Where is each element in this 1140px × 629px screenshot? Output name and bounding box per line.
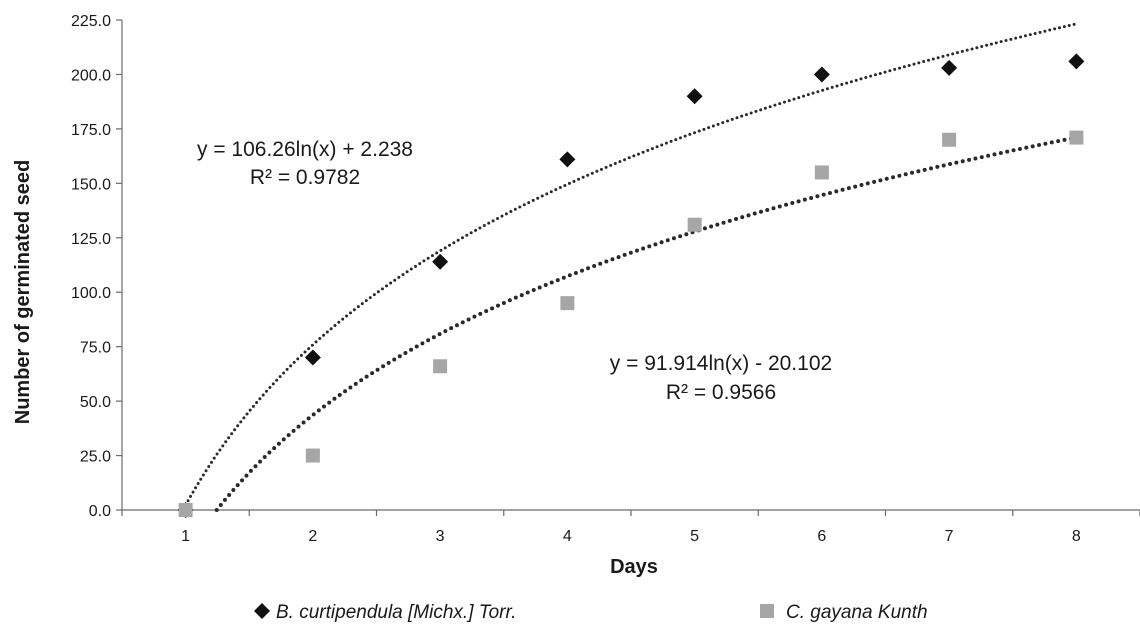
data-point-diamond xyxy=(813,66,830,83)
data-point-square xyxy=(560,296,575,311)
trendline-equation-2: y = 91.914ln(x) - 20.102 xyxy=(610,352,832,375)
trendline-2 xyxy=(214,135,1079,512)
y-tick-label: 175.0 xyxy=(71,122,111,139)
trendline-equation-1: y = 106.26ln(x) + 2.238 xyxy=(197,138,413,161)
y-tick-label: 50.0 xyxy=(80,394,111,411)
legend-item-1: B. curtipendula [Michx.] Torr. xyxy=(254,602,516,623)
data-point-square xyxy=(433,359,448,374)
data-point-diamond xyxy=(559,151,576,168)
y-tick-label: 0.0 xyxy=(89,503,111,520)
data-point-square xyxy=(687,217,702,232)
x-tick-label: 6 xyxy=(817,528,826,545)
legend-label-2: C. gayana Kunth xyxy=(786,602,928,623)
data-point-square xyxy=(942,132,957,147)
y-tick-label: 125.0 xyxy=(71,231,111,248)
legend-diamond-marker xyxy=(254,603,270,619)
x-tick-label: 8 xyxy=(1072,528,1081,545)
y-tick-label: 75.0 xyxy=(80,340,111,357)
data-point-square xyxy=(1069,130,1084,145)
data-point-diamond xyxy=(941,59,958,76)
x-tick-label: 5 xyxy=(690,528,699,545)
x-tick-label: 3 xyxy=(436,528,445,545)
x-tick-label: 2 xyxy=(308,528,317,545)
data-point-diamond xyxy=(304,349,321,366)
data-points xyxy=(177,53,1085,518)
x-axis-title: Days xyxy=(610,556,658,578)
y-tick-label: 225.0 xyxy=(71,13,111,30)
legend: B. curtipendula [Michx.] Torr. C. gayana… xyxy=(254,602,928,623)
data-point-diamond xyxy=(1068,53,1085,70)
y-tick-label: 150.0 xyxy=(71,176,111,193)
y-axis-title: Number of germinated seed xyxy=(12,160,34,425)
trendlines xyxy=(184,22,1079,512)
y-tick-label: 25.0 xyxy=(80,449,111,466)
x-tick-label: 7 xyxy=(945,528,954,545)
data-point-diamond xyxy=(686,88,703,105)
legend-item-2: C. gayana Kunth xyxy=(760,602,928,623)
legend-label-1: B. curtipendula [Michx.] Torr. xyxy=(276,602,516,623)
data-point-square xyxy=(814,165,829,180)
data-point-square xyxy=(178,503,193,517)
x-tick-label: 4 xyxy=(563,528,572,545)
y-tick-label: 200.0 xyxy=(71,67,111,84)
axes: 0.0 25.0 50.0 75.0 100.0 125.0 150.0 175.0 200.0… xyxy=(71,13,1140,545)
x-tick-label: 1 xyxy=(181,528,190,545)
trendline-1 xyxy=(184,22,1078,507)
data-point-diamond xyxy=(432,253,449,270)
y-tick-label: 100.0 xyxy=(71,285,111,302)
trendline-r2-1: R² = 0.9782 xyxy=(250,166,360,189)
legend-square-marker xyxy=(760,604,774,618)
data-point-square xyxy=(305,448,320,463)
trendline-r2-2: R² = 0.9566 xyxy=(666,381,776,404)
